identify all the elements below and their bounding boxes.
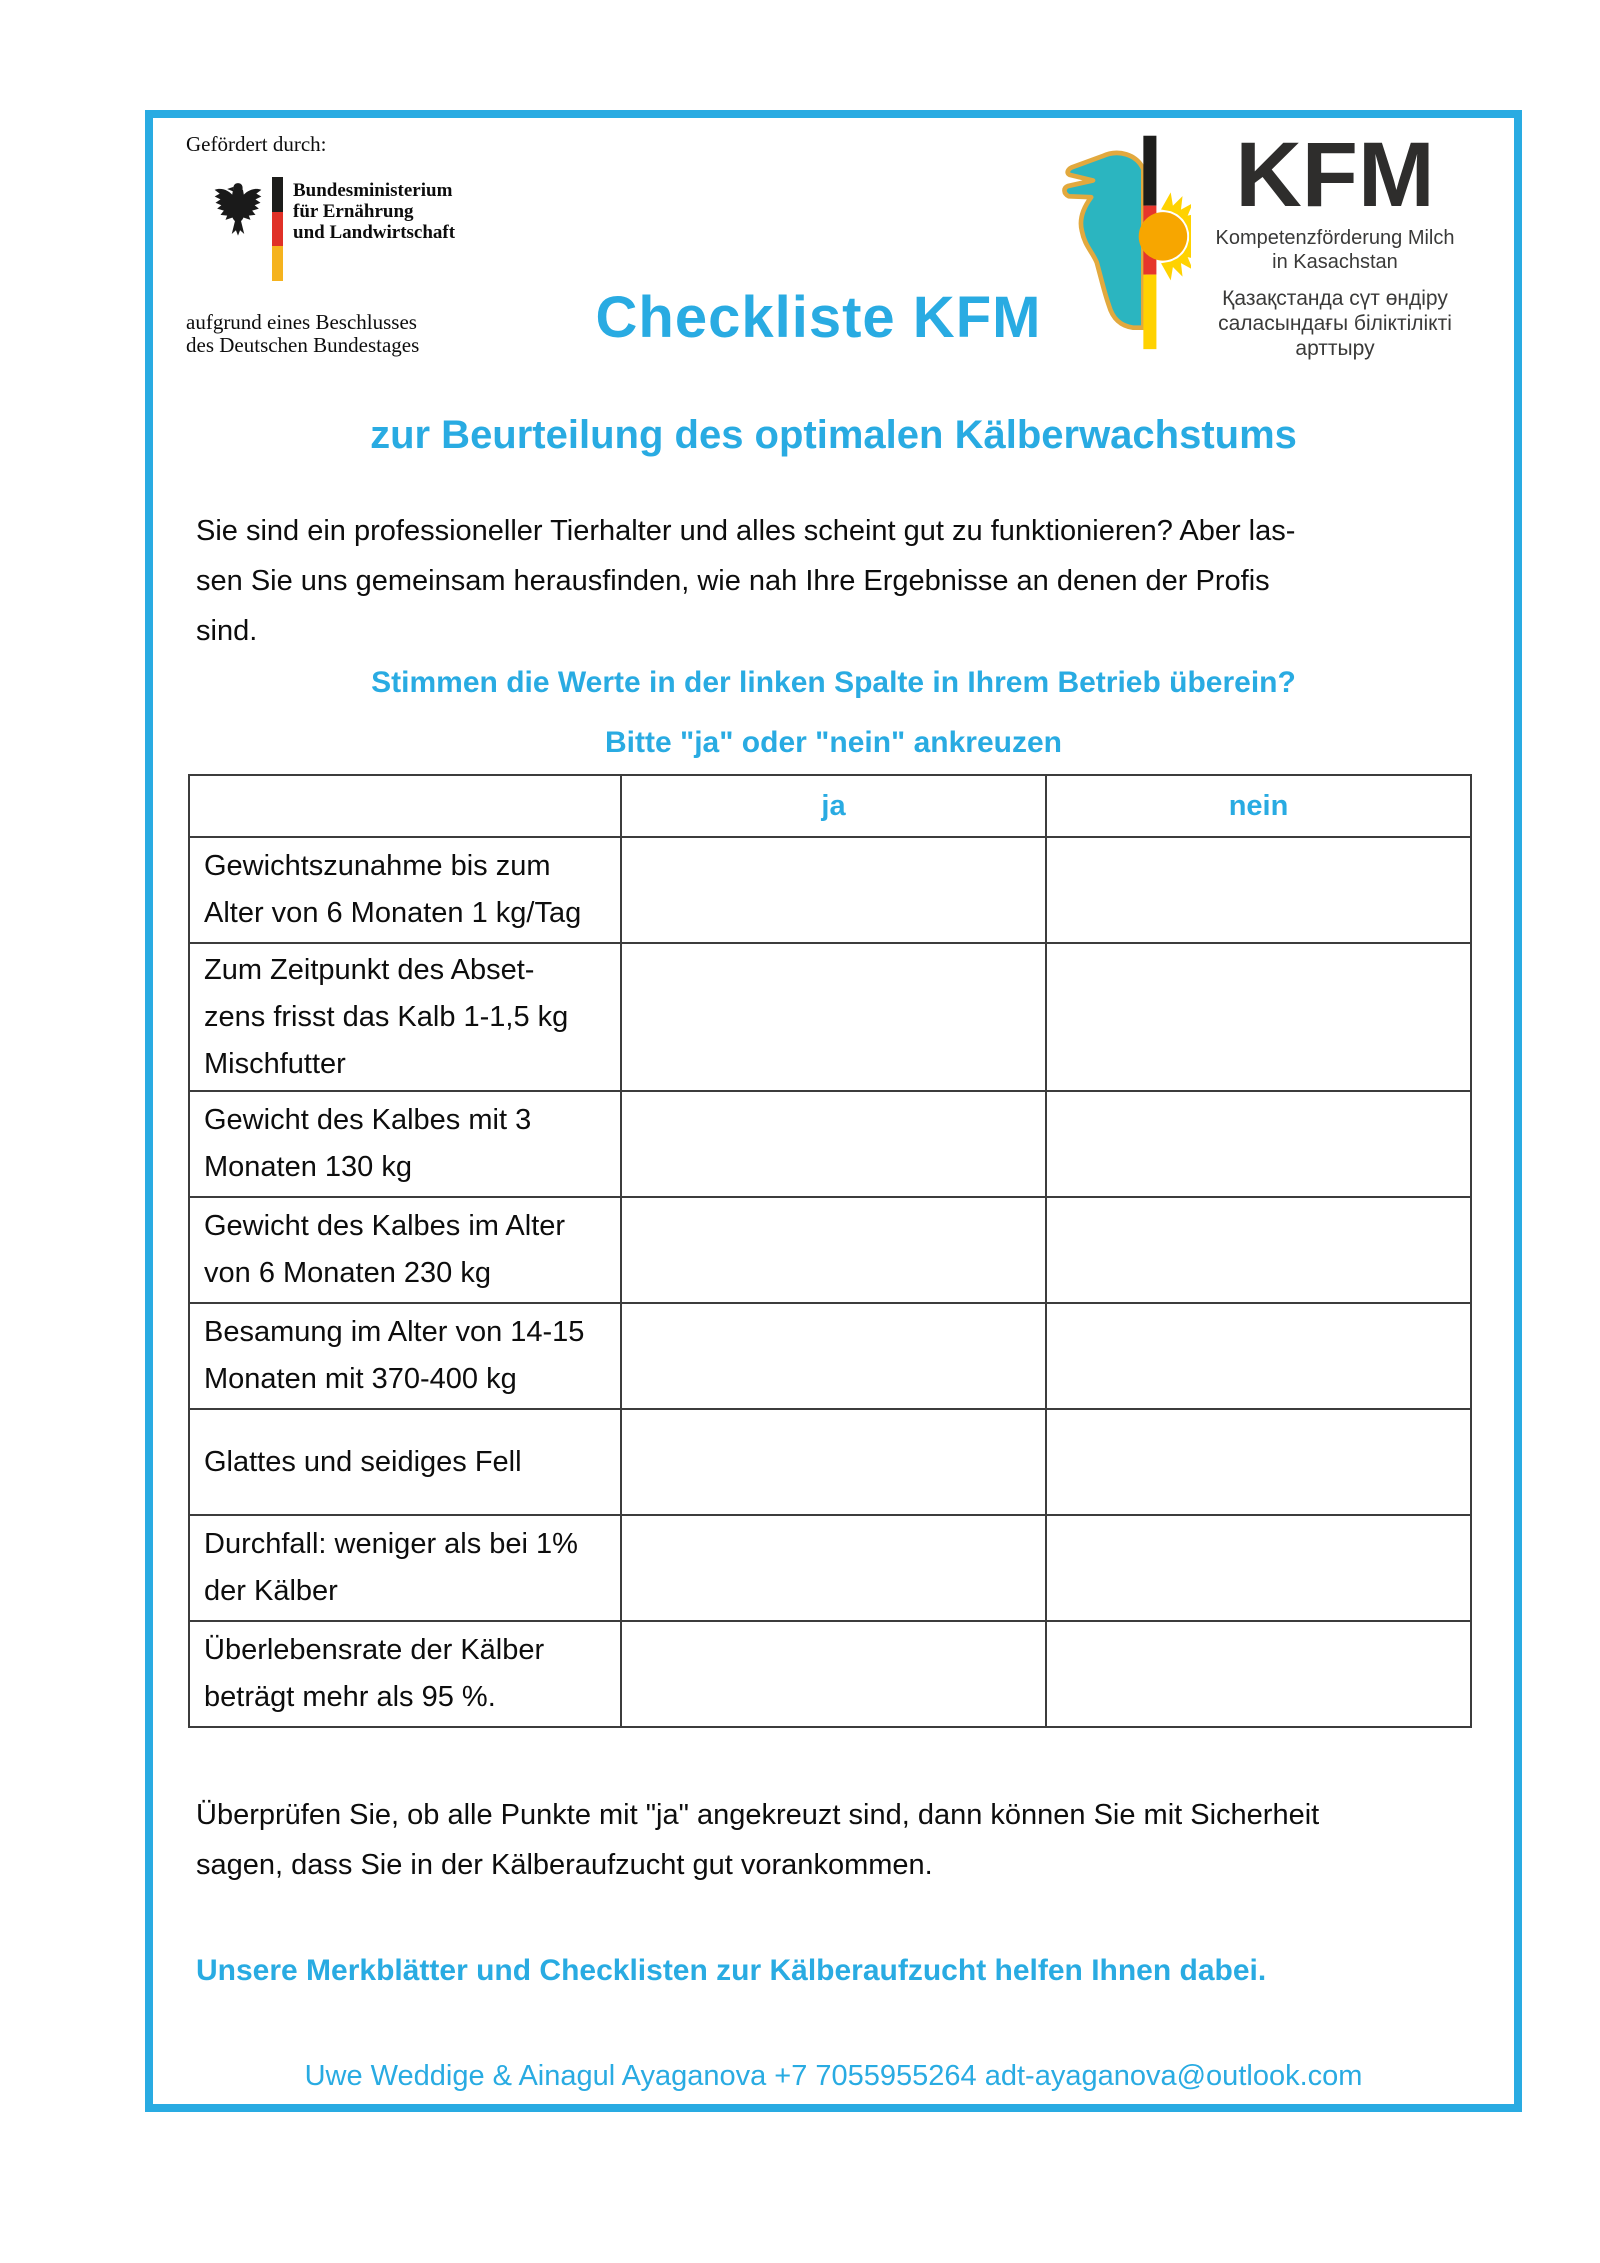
answer-cell-nein[interactable] [1045,1196,1472,1304]
answer-cell-nein[interactable] [1045,1302,1472,1410]
checklist-table: ja nein Gewichtszunahme bis zum Alter vo… [188,774,1472,1728]
footer-contact: Uwe Weddige & Ainagul Ayaganova +7 70559… [304,2060,1363,2092]
answer-cell-ja[interactable] [620,1090,1047,1198]
funding-label: Gefördert durch: [186,132,327,156]
document-content: Gefördert durch: [153,118,1514,2093]
closing-paragraph: Überprüfen Sie, ob alle Punkte mit "ja" … [196,1799,1320,1881]
criteria-column-header [188,774,622,838]
answer-cell-ja[interactable] [620,1620,1047,1728]
funding-note: aufgrund eines Beschlusses des Deutschen… [186,310,420,357]
table-row: Gewichtszunahme bis zum Alter von 6 Mona… [188,836,1472,944]
document-frame: Gefördert durch: [145,110,1522,2112]
table-row: Gewicht des Kalbes im Alter von 6 Monate… [188,1196,1472,1304]
kfm-name: Kompetenzförderung Milch in Kasachstan [1215,227,1455,273]
answer-cell-nein[interactable] [1045,1090,1472,1198]
table-row: Glattes und seidiges Fell [188,1408,1472,1516]
intro-paragraph: Sie sind ein professioneller Tierhalter … [196,515,1296,647]
table-row: Gewicht des Kalbes mit 3 Monaten 130 kg [188,1090,1472,1198]
funding-block: Gefördert durch: [186,126,586,357]
cta-line: Unsere Merkblätter und Checklisten zur K… [196,1954,1267,1987]
table-row: Zum Zeitpunkt des Abset- zens frisst das… [188,942,1472,1092]
criterion-cell: Gewichtszunahme bis zum Alter von 6 Mona… [188,836,622,944]
answer-cell-nein[interactable] [1045,1620,1472,1728]
table-row: Besamung im Alter von 14-15 Monaten mit … [188,1302,1472,1410]
header-row: ja nein [188,774,1472,838]
kfm-logo: KFM Kompetenzförderung Milch in Kasachst… [1051,126,1481,361]
table-row: Durchfall: weniger als bei 1% der Kälber [188,1514,1472,1622]
federal-eagle-icon [214,183,262,236]
page-title: Checkliste KFM [595,285,1042,350]
criterion-cell: Gewicht des Kalbes mit 3 Monaten 130 kg [188,1090,622,1198]
answer-cell-nein[interactable] [1045,942,1472,1092]
title-area: Checkliste KFM [586,126,1051,351]
criterion-cell: Besamung im Alter von 14-15 Monaten mit … [188,1302,622,1410]
german-flag-bar-icon [272,177,283,282]
criterion-cell: Durchfall: weniger als bei 1% der Kälber [188,1514,622,1622]
header: Gefördert durch: [186,126,1481,361]
answer-cell-ja[interactable] [620,1196,1047,1304]
bmel-logo: Bundesministerium für Ernährung und Land… [213,177,586,282]
criterion-cell: Überlebensrate der Kälber beträgt mehr a… [188,1620,622,1728]
answer-cell-ja[interactable] [620,1302,1047,1410]
answer-cell-nein[interactable] [1045,836,1472,944]
answer-cell-ja[interactable] [620,1408,1047,1516]
ministry-name: Bundesministerium für Ernährung und Land… [293,180,456,243]
criterion-cell: Zum Zeitpunkt des Abset- zens frisst das… [188,942,622,1092]
criterion-cell: Gewicht des Kalbes im Alter von 6 Monate… [188,1196,622,1304]
kfm-name-kazakh: Қазақстанда сүт өндіру саласындағы білік… [1218,287,1452,360]
column-header-ja: ja [620,774,1047,838]
answer-cell-nein[interactable] [1045,1408,1472,1516]
kfm-acronym: KFM [1235,124,1435,226]
column-header-nein: nein [1045,774,1472,838]
answer-cell-ja[interactable] [620,942,1047,1092]
answer-cell-ja[interactable] [620,836,1047,944]
answer-cell-ja[interactable] [620,1514,1047,1622]
page-subtitle: zur Beurteilung des optimalen Kälberwach… [370,413,1297,457]
instruction-heading: Bitte "ja" oder "nein" ankreuzen [605,726,1062,759]
cow-head-icon [1062,135,1191,350]
answer-cell-nein[interactable] [1045,1514,1472,1622]
criterion-cell: Glattes und seidiges Fell [188,1408,622,1516]
question-heading: Stimmen die Werte in der linken Spalte i… [371,666,1296,699]
table-row: Überlebensrate der Kälber beträgt mehr a… [188,1620,1472,1728]
kfm-text-block: KFM Kompetenzförderung Milch in Kasachst… [1191,124,1479,361]
